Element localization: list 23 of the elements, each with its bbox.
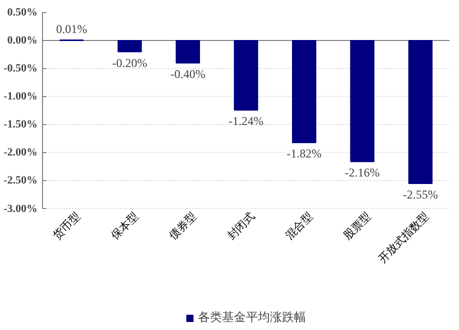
y-tick-label: -3.00%: [4, 202, 38, 215]
x-tick-label: 开放式指数型: [376, 210, 432, 266]
x-tick-label: 混合型: [282, 210, 316, 242]
y-tick-label: 0.50%: [7, 6, 38, 18]
text: -0.40%: [170, 66, 206, 81]
y-tick-label: -1.50%: [4, 118, 38, 131]
x-tick-label: 保本型: [108, 210, 141, 242]
text: -2.55%: [402, 188, 438, 202]
text: -2.16%: [344, 166, 380, 180]
text: -1.24%: [228, 114, 264, 128]
y-tick-label: 0.00%: [7, 34, 38, 47]
y-tick-label: -2.50%: [4, 174, 38, 187]
x-tick-label: 货币型: [50, 210, 83, 242]
y-tick-label: -2.00%: [4, 146, 38, 159]
text: -1.82%: [286, 146, 322, 161]
x-tick-label: 债券型: [166, 210, 200, 242]
y-tick-label: -1.00%: [4, 90, 38, 103]
legend-label: 各类基金平均涨跌幅: [198, 309, 306, 326]
x-tick-label: 封闭式: [224, 210, 258, 242]
x-tick-label: 股票型: [342, 210, 374, 242]
text: -0.20%: [112, 56, 148, 70]
text: 0.01%: [56, 22, 88, 36]
y-tick-label: -0.50%: [4, 62, 38, 75]
